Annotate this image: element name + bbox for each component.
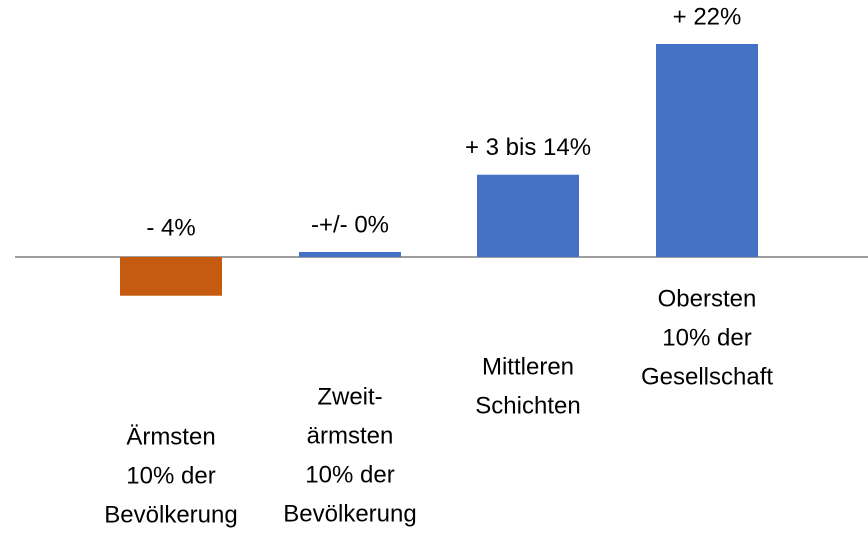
category-label: Bevölkerung [283, 500, 416, 527]
bar [656, 44, 758, 257]
category-label: 10% der [662, 324, 751, 351]
category-label: Ärmsten [126, 423, 215, 450]
category-label: Gesellschaft [641, 363, 773, 390]
category-label: 10% der [126, 462, 215, 489]
bar [120, 257, 222, 296]
category-label: Obersten [658, 285, 757, 312]
category-label: Mittleren [482, 353, 574, 380]
category-label: Schichten [475, 392, 580, 419]
value-label: + 3 bis 14% [465, 134, 591, 161]
category-label: 10% der [305, 461, 394, 488]
value-label: -+/- 0% [311, 211, 389, 238]
bar [299, 252, 401, 257]
category-label: Bevölkerung [104, 501, 237, 528]
value-label: - 4% [146, 214, 195, 241]
value-label: + 22% [673, 3, 742, 30]
category-label: Zweit- [317, 383, 382, 410]
category-label: ärmsten [307, 422, 394, 449]
bar [477, 174, 579, 257]
